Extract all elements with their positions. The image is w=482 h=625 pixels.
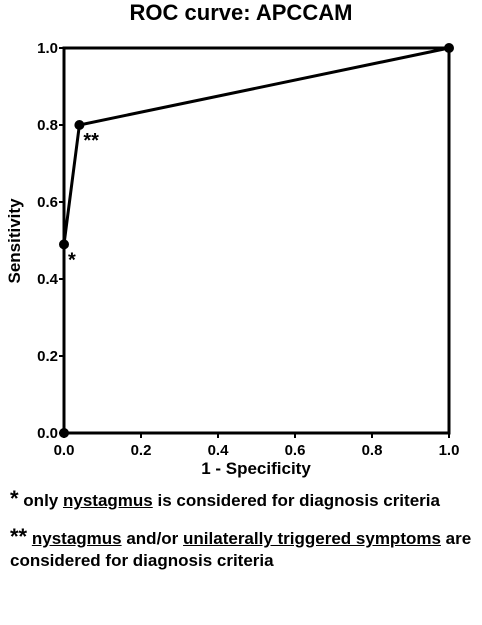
y-tick-label: 0.8 [37, 117, 58, 134]
footnote-marker: ** [10, 524, 28, 549]
footnote-text: only [23, 491, 59, 510]
point-label: * [68, 249, 76, 271]
footnote-text: and/or [126, 529, 179, 548]
y-tick-label: 0.2 [37, 348, 58, 365]
point-label: ** [83, 130, 99, 152]
y-tick-label: 0.6 [37, 194, 58, 211]
y-axis-label: Sensitivity [5, 198, 24, 284]
y-tick-label: 1.0 [37, 40, 58, 57]
plot-frame [62, 46, 451, 435]
footnote-text: are considered for diagnosis criteria [10, 529, 472, 570]
roc-point [59, 239, 69, 250]
y-tick-label: 0.0 [37, 425, 58, 442]
roc-point [444, 43, 454, 53]
x-tick-label: 0.2 [131, 442, 152, 459]
footnote-text: nystagmus [31, 529, 122, 548]
x-tick-label: 0.6 [285, 442, 306, 459]
roc-point [74, 120, 85, 130]
x-tick-label: 1.0 [439, 442, 460, 459]
x-tick-label: 0.8 [362, 442, 383, 459]
roc-point [59, 428, 69, 438]
footnote-text: unilaterally triggered symptoms [183, 529, 441, 548]
footnote-text: nystagmus [62, 491, 153, 510]
footnote-marker: * [10, 486, 19, 511]
footnotes: * only nystagmus is considered for diagn… [10, 488, 476, 586]
footnote: ** nystagmus and/or unilaterally trigger… [10, 526, 476, 572]
footnote-text: is considered for diagnosis criteria [157, 491, 440, 510]
x-tick-label: 0.4 [208, 442, 230, 459]
chart: ROC curve: APCCAM 1 - Specificity Sensit… [5, 0, 460, 478]
footnote: * only nystagmus is considered for diagn… [10, 488, 476, 512]
roc-line [62, 46, 450, 433]
y-tick-label: 0.4 [37, 271, 59, 288]
x-tick-label: 0.0 [54, 442, 75, 459]
chart-title: ROC curve: APCCAM [130, 0, 353, 25]
x-axis-label: 1 - Specificity [201, 459, 311, 478]
